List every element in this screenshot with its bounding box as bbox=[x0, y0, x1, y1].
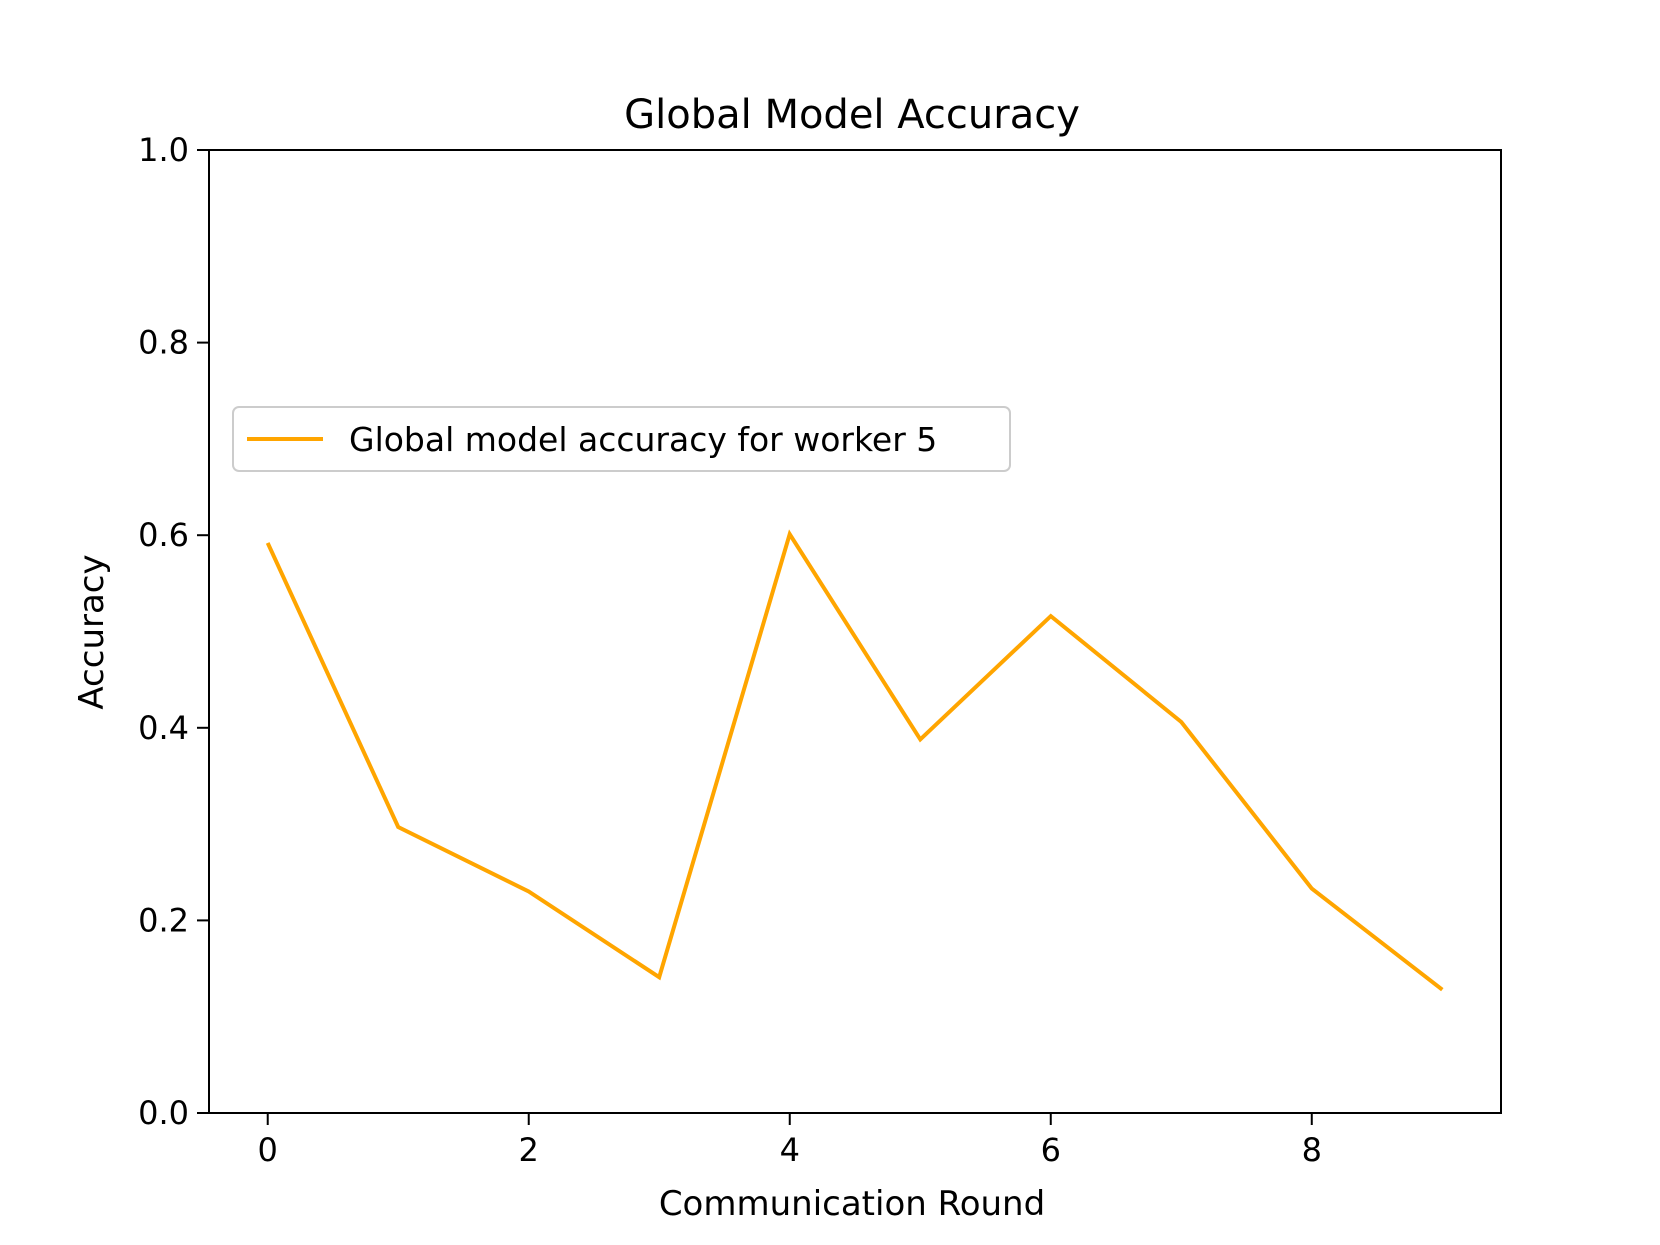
series-line bbox=[265, 529, 1444, 992]
y-tick-label: 0.0 bbox=[138, 1094, 189, 1132]
y-tick-label: 0.8 bbox=[138, 324, 189, 362]
plot-area bbox=[208, 149, 1502, 1114]
x-tick-label: 0 bbox=[258, 1131, 278, 1169]
x-tick-label: 4 bbox=[780, 1131, 800, 1169]
y-axis-label: Accuracy bbox=[72, 554, 112, 709]
x-axis-label: Communication Round bbox=[659, 1184, 1045, 1224]
legend-box bbox=[232, 406, 1011, 472]
y-tick-label: 1.0 bbox=[138, 131, 189, 169]
y-tick-label: 0.6 bbox=[138, 516, 189, 554]
y-axis-ticks: 0.0 0.2 0.4 0.6 0.8 1.0 bbox=[138, 131, 209, 1132]
x-axis-ticks: 0 2 4 6 8 bbox=[258, 1113, 1322, 1169]
chart-title: Global Model Accuracy bbox=[624, 92, 1080, 138]
y-tick-label: 0.4 bbox=[138, 709, 189, 747]
y-tick-label: 0.2 bbox=[138, 901, 189, 939]
series-layer bbox=[265, 529, 1444, 992]
axes-frame bbox=[208, 149, 1502, 1114]
legend-entry: Global model accuracy for worker 5 bbox=[349, 420, 937, 459]
legend: Global model accuracy for worker 5 bbox=[232, 406, 1011, 472]
x-tick-label: 2 bbox=[519, 1131, 539, 1169]
x-tick-label: 6 bbox=[1041, 1131, 1061, 1169]
x-tick-label: 8 bbox=[1302, 1131, 1322, 1169]
